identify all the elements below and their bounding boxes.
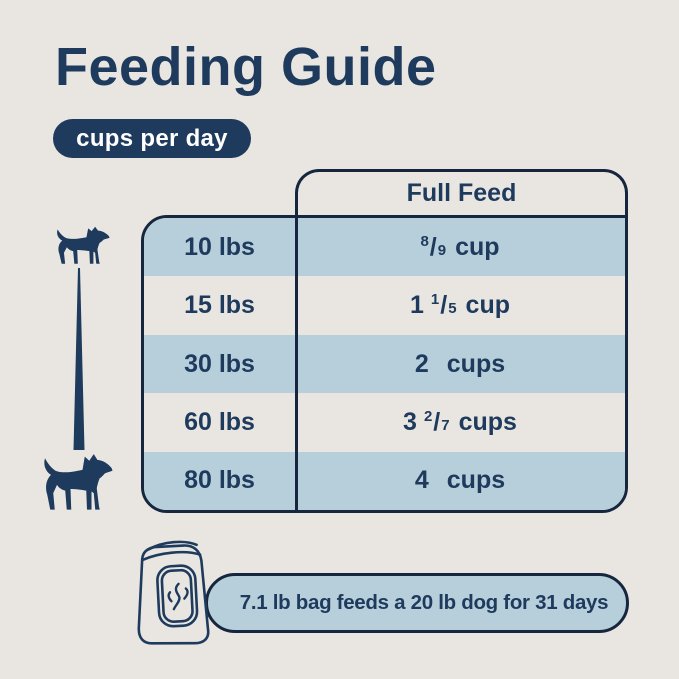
feeding-table: 10 lbs 8/9 cup 15 lbs 1 1/5 cup 30 lbs 2 cup…: [141, 215, 628, 513]
banner-text: 7.1 lb bag feeds a 20 lb dog for 31 days: [239, 591, 609, 614]
weight-cell: 60 lbs: [184, 407, 255, 436]
table-row: 10 lbs 8/9 cup: [144, 218, 625, 277]
cups-per-day-badge: cups per day: [53, 119, 251, 158]
badge-label: cups per day: [76, 124, 228, 152]
table-row: 15 lbs 1 1/5 cup: [144, 276, 625, 334]
feed-cell: 3 2/7 cups: [295, 393, 625, 451]
feed-cell: 2 cups: [295, 335, 625, 393]
column-header-full-feed: Full Feed: [295, 169, 628, 215]
feed-amount: 4 cups: [414, 466, 506, 495]
weight-cell: 80 lbs: [184, 466, 255, 495]
feed-cell: 4 cups: [295, 452, 625, 510]
small-dog-icon: [57, 226, 110, 264]
table-column-divider: [295, 200, 298, 513]
table-row: 80 lbs 4 cups: [144, 451, 625, 510]
page-title: Feeding Guide: [55, 37, 437, 97]
weight-cell: 10 lbs: [184, 232, 255, 261]
weight-cell: 15 lbs: [184, 291, 255, 320]
size-taper-icon: [73, 268, 85, 450]
bag-feeds-banner: 7.1 lb bag feeds a 20 lb dog for 31 days: [205, 573, 629, 633]
large-dog-icon: [44, 454, 113, 510]
feed-amount: 3 2/7 cups: [403, 407, 517, 436]
feed-cell: 1 1/5 cup: [295, 276, 625, 334]
feed-amount: 1 1/5 cup: [410, 291, 510, 320]
weight-cell: 30 lbs: [184, 349, 255, 378]
table-row: 60 lbs 3 2/7 cups: [144, 393, 625, 451]
feed-cell: 8/9 cup: [295, 218, 625, 276]
feed-amount: 8/9 cup: [420, 232, 500, 261]
food-bag-icon: [137, 540, 210, 645]
table-row: 30 lbs 2 cups: [144, 334, 625, 394]
feed-amount: 2 cups: [414, 349, 506, 378]
column-header-label: Full Feed: [406, 179, 517, 207]
steam-icon: [167, 582, 189, 611]
